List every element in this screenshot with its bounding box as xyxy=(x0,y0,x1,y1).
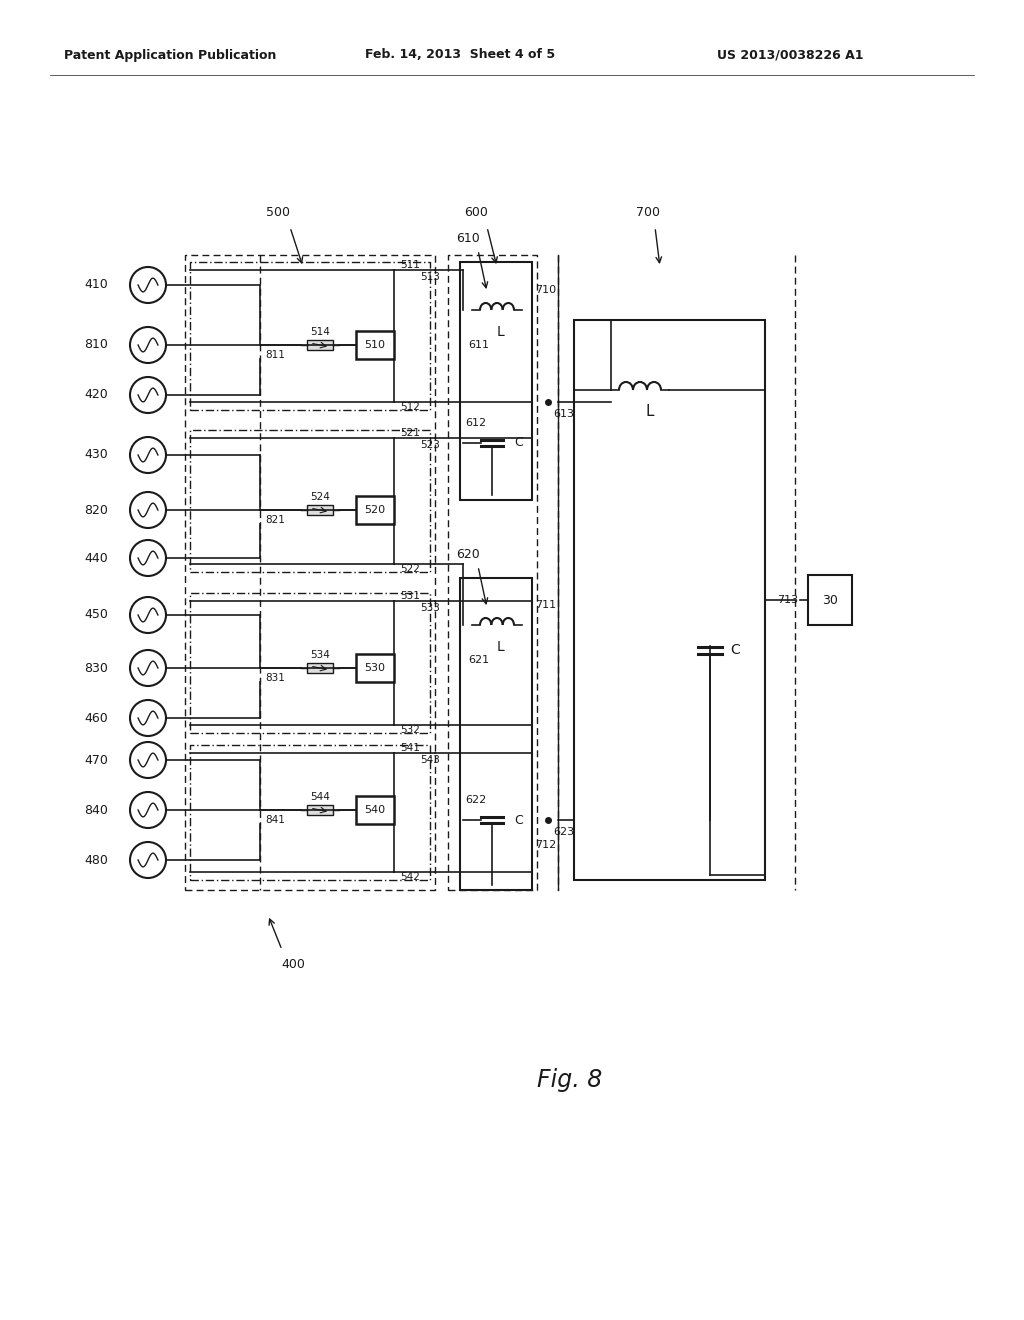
Text: 521: 521 xyxy=(400,428,420,438)
Text: Patent Application Publication: Patent Application Publication xyxy=(63,49,276,62)
Text: C: C xyxy=(730,643,739,657)
Text: 470: 470 xyxy=(84,754,108,767)
Text: 524: 524 xyxy=(310,492,330,502)
Text: Fig. 8: Fig. 8 xyxy=(538,1068,603,1092)
Bar xyxy=(356,653,394,682)
Text: 514: 514 xyxy=(310,327,330,337)
Text: 821: 821 xyxy=(265,515,285,525)
Text: 511: 511 xyxy=(400,260,420,271)
Text: 610: 610 xyxy=(456,231,480,244)
Text: 522: 522 xyxy=(400,564,420,574)
Text: 440: 440 xyxy=(84,552,108,565)
Text: L: L xyxy=(646,404,654,420)
Text: 541: 541 xyxy=(400,743,420,752)
Text: 534: 534 xyxy=(310,649,330,660)
Text: 811: 811 xyxy=(265,350,285,360)
Bar xyxy=(307,805,333,814)
Text: 480: 480 xyxy=(84,854,108,866)
Text: 532: 532 xyxy=(400,725,420,735)
Text: 460: 460 xyxy=(84,711,108,725)
Text: 622: 622 xyxy=(465,795,486,805)
Bar xyxy=(307,506,333,515)
Bar xyxy=(574,319,765,880)
Bar xyxy=(307,341,333,350)
Text: L: L xyxy=(496,325,504,339)
Text: 820: 820 xyxy=(84,503,108,516)
Text: 430: 430 xyxy=(84,449,108,462)
Text: 600: 600 xyxy=(464,206,488,219)
Text: 543: 543 xyxy=(420,755,440,766)
Text: 840: 840 xyxy=(84,804,108,817)
Text: 450: 450 xyxy=(84,609,108,622)
Text: 810: 810 xyxy=(84,338,108,351)
Text: 700: 700 xyxy=(636,206,660,219)
Text: 623: 623 xyxy=(553,828,574,837)
Text: 512: 512 xyxy=(400,403,420,412)
Text: Feb. 14, 2013  Sheet 4 of 5: Feb. 14, 2013 Sheet 4 of 5 xyxy=(365,49,555,62)
Bar xyxy=(356,496,394,524)
Text: 410: 410 xyxy=(84,279,108,292)
Text: 542: 542 xyxy=(400,873,420,882)
Text: 612: 612 xyxy=(465,418,486,428)
Text: 710: 710 xyxy=(536,285,557,294)
Text: 500: 500 xyxy=(266,206,290,219)
Text: 621: 621 xyxy=(468,655,489,665)
Text: 531: 531 xyxy=(400,591,420,601)
Bar xyxy=(356,331,394,359)
Text: US 2013/0038226 A1: US 2013/0038226 A1 xyxy=(717,49,863,62)
Text: 533: 533 xyxy=(420,603,440,612)
Text: 620: 620 xyxy=(456,548,480,561)
Text: 510: 510 xyxy=(365,341,385,350)
Bar xyxy=(460,578,532,890)
Text: C: C xyxy=(514,437,522,450)
Text: 831: 831 xyxy=(265,673,285,682)
Text: 613: 613 xyxy=(553,409,574,418)
Text: 841: 841 xyxy=(265,814,285,825)
Text: 830: 830 xyxy=(84,661,108,675)
Text: 712: 712 xyxy=(536,840,557,850)
Text: 713: 713 xyxy=(777,595,798,605)
Text: L: L xyxy=(496,640,504,653)
Text: C: C xyxy=(514,813,522,826)
Text: 520: 520 xyxy=(365,506,386,515)
Text: 523: 523 xyxy=(420,440,440,450)
Text: 420: 420 xyxy=(84,388,108,401)
Bar xyxy=(307,663,333,673)
Text: 530: 530 xyxy=(365,663,385,673)
Text: 611: 611 xyxy=(468,341,489,350)
Text: 400: 400 xyxy=(281,958,305,972)
Text: 30: 30 xyxy=(822,594,838,606)
Text: 544: 544 xyxy=(310,792,330,803)
Bar xyxy=(356,796,394,824)
Text: 540: 540 xyxy=(365,805,386,814)
Text: 711: 711 xyxy=(536,601,557,610)
Bar xyxy=(460,261,532,500)
Text: 513: 513 xyxy=(420,272,440,282)
Bar xyxy=(808,576,852,624)
